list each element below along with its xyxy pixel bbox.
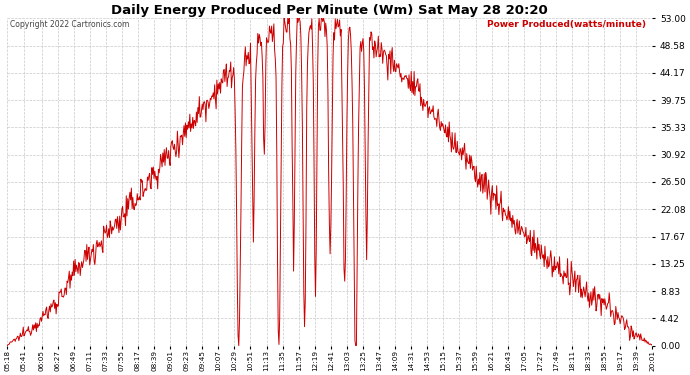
- Text: Copyright 2022 Cartronics.com: Copyright 2022 Cartronics.com: [10, 20, 130, 29]
- Text: Power Produced(watts/minute): Power Produced(watts/minute): [487, 20, 646, 29]
- Title: Daily Energy Produced Per Minute (Wm) Sat May 28 20:20: Daily Energy Produced Per Minute (Wm) Sa…: [111, 4, 548, 17]
